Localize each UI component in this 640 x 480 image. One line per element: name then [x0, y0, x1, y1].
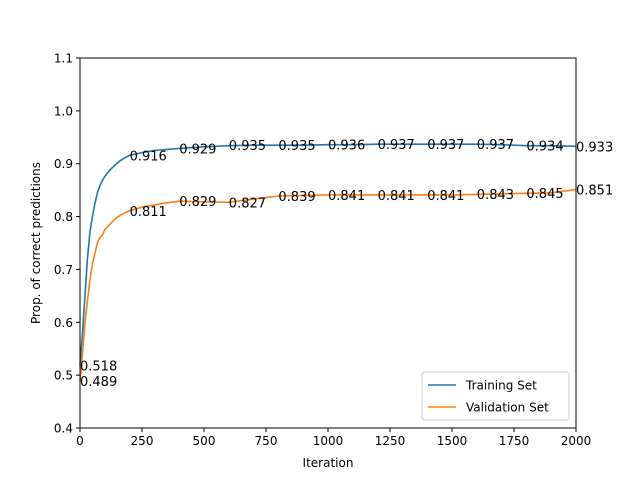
validation-series-line	[79, 188, 577, 382]
training-data-label: 0.937	[427, 138, 464, 153]
annotation-layer: 0.518 0.916 0.929 0.935 0.935 0.936 0.937 0.937…	[80, 138, 613, 390]
x-tick-label: 1750	[499, 434, 530, 448]
validation-data-label: 0.827	[229, 196, 266, 211]
legend-box	[421, 371, 570, 421]
training-data-label: 0.518	[80, 360, 117, 375]
x-tick-label: 1000	[313, 434, 344, 448]
training-data-label: 0.937	[477, 138, 514, 153]
validation-data-label: 0.841	[328, 189, 365, 204]
y-tick-label: 0.7	[54, 263, 73, 277]
training-data-label: 0.934	[526, 140, 563, 155]
validation-data-label: 0.841	[427, 189, 464, 204]
training-data-label: 0.929	[179, 142, 216, 157]
validation-data-label: 0.489	[80, 375, 117, 390]
x-tick-label: 2000	[561, 434, 592, 448]
y-tick-label: 0.5	[54, 369, 73, 383]
training-data-label: 0.916	[130, 149, 167, 164]
training-data-label: 0.937	[378, 138, 415, 153]
validation-data-label: 0.829	[179, 195, 216, 210]
validation-data-label: 0.845	[526, 187, 563, 202]
validation-data-label: 0.811	[130, 205, 167, 220]
y-tick-label: 1.1	[54, 52, 73, 66]
training-data-label: 0.933	[576, 140, 613, 155]
x-tick-label: 500	[193, 434, 216, 448]
training-data-label: 0.935	[278, 139, 315, 154]
y-axis-label: Prop. of correct predictions	[29, 162, 43, 324]
training-data-label: 0.935	[229, 139, 266, 154]
y-tick-label: 0.6	[54, 316, 73, 330]
legend-label-validation: Validation Set	[466, 401, 549, 415]
x-tick-label: 1250	[375, 434, 406, 448]
training-series-line	[79, 143, 577, 366]
x-tick-label: 750	[255, 434, 278, 448]
y-tick-label: 1.0	[54, 104, 73, 118]
x-tick-label: 1500	[437, 434, 468, 448]
y-tick-label: 0.4	[54, 422, 73, 436]
validation-data-label: 0.843	[477, 188, 514, 203]
y-axis-ticks: 0.4 0.5 0.6 0.7 0.8 0.9 1.0 1.1	[54, 52, 80, 436]
x-tick-label: 0	[76, 434, 84, 448]
validation-data-label: 0.839	[278, 190, 315, 205]
series-layer	[79, 143, 577, 382]
validation-data-label: 0.841	[378, 189, 415, 204]
x-axis-ticks: 0 250 500 750 1000 1250 1500 1750 2000	[76, 428, 591, 448]
y-tick-label: 0.9	[54, 157, 73, 171]
legend-label-training: Training Set	[465, 379, 537, 393]
y-tick-label: 0.8	[54, 210, 73, 224]
legend: Training Set Validation Set	[421, 371, 570, 421]
x-axis-label: Iteration	[303, 456, 354, 470]
training-data-label: 0.936	[328, 139, 365, 154]
x-tick-label: 250	[131, 434, 154, 448]
validation-data-label: 0.851	[576, 184, 613, 199]
